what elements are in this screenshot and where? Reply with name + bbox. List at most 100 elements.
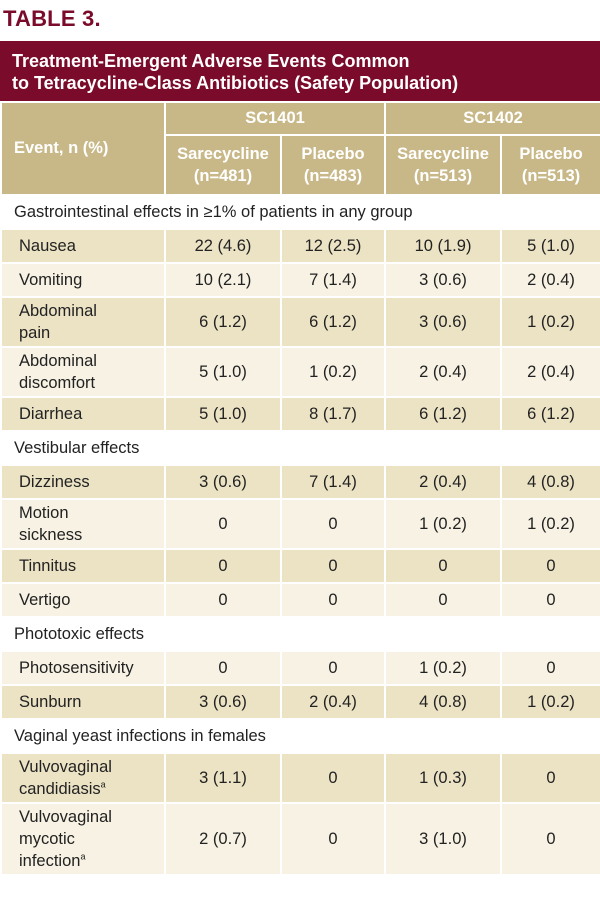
table-cell: 10 (2.1) <box>164 262 282 298</box>
table-cell: 3 (0.6) <box>164 684 282 720</box>
table-cell: 6 (1.2) <box>500 396 600 432</box>
table-cell: 2 (0.4) <box>500 262 600 298</box>
event-label: Abdominal pain <box>0 296 166 348</box>
column-header: Sarecycline (n=481) <box>164 134 282 196</box>
section-label: Phototoxic effects <box>0 616 600 652</box>
table-cell: 4 (0.8) <box>384 684 503 720</box>
table-cell: 3 (1.0) <box>384 802 503 876</box>
section-label: Vestibular effects <box>0 430 600 466</box>
table-title-line2: to Tetracycline-Class Antibiotics (Safet… <box>12 73 459 93</box>
table-cell: 0 <box>500 802 600 876</box>
table-cell: 3 (0.6) <box>384 296 503 348</box>
event-column-header: Event, n (%) <box>0 101 166 196</box>
event-label: Abdominal discomfort <box>0 346 166 398</box>
table-cell: 0 <box>164 498 282 550</box>
table-cell: 6 (1.2) <box>279 296 387 348</box>
table-row: Diarrhea 5 (1.0) 8 (1.7) 6 (1.2) 6 (1.2) <box>0 396 600 432</box>
table-cell: 0 <box>279 498 387 550</box>
footnote-marker: a <box>100 779 106 790</box>
section-row: Vaginal yeast infections in females <box>0 718 600 754</box>
table-cell: 7 (1.4) <box>279 464 387 500</box>
table-row: Dizziness 3 (0.6) 7 (1.4) 2 (0.4) 4 (0.8… <box>0 464 600 500</box>
table-cell: 8 (1.7) <box>279 396 387 432</box>
table-row: Nausea 22 (4.6) 12 (2.5) 10 (1.9) 5 (1.0… <box>0 228 600 264</box>
table-cell: 0 <box>279 650 387 686</box>
table-row: Vertigo 0 0 0 0 <box>0 582 600 618</box>
table-cell: 5 (1.0) <box>164 396 282 432</box>
section-label: Vaginal yeast infections in females <box>0 718 600 754</box>
table-title-line1: Treatment-Emergent Adverse Events Common <box>12 51 410 71</box>
event-label: Motion sickness <box>0 498 166 550</box>
table-cell: 2 (0.4) <box>384 346 503 398</box>
event-label: Photosensitivity <box>0 650 166 686</box>
table-cell: 2 (0.4) <box>279 684 387 720</box>
table-cell: 1 (0.2) <box>279 346 387 398</box>
section-row: Gastrointestinal effects in ≥1% of patie… <box>0 194 600 230</box>
event-label: Vulvovaginal mycotic infectiona <box>0 802 166 876</box>
study-header-sc1401: SC1401 <box>163 101 387 136</box>
event-label: Tinnitus <box>0 548 166 584</box>
table-cell: 5 (1.0) <box>164 346 282 398</box>
event-label: Diarrhea <box>0 396 166 432</box>
table-cell: 12 (2.5) <box>279 228 387 264</box>
table-cell: 3 (0.6) <box>384 262 503 298</box>
table-cell: 0 <box>500 548 600 584</box>
table-cell: 1 (0.2) <box>500 684 600 720</box>
section-row: Phototoxic effects <box>0 616 600 652</box>
table-cell: 0 <box>384 582 503 618</box>
table-cell: 0 <box>279 548 387 584</box>
table-cell: 1 (0.2) <box>384 650 503 686</box>
table-cell: 0 <box>500 650 600 686</box>
table-label: TABLE 3. <box>3 6 101 31</box>
table-row: Sunburn 3 (0.6) 2 (0.4) 4 (0.8) 1 (0.2) <box>0 684 600 720</box>
section-row: Vestibular effects <box>0 430 600 466</box>
table-cell: 0 <box>279 752 387 804</box>
table-cell: 6 (1.2) <box>164 296 282 348</box>
table-cell: 3 (0.6) <box>164 464 282 500</box>
table-cell: 0 <box>164 650 282 686</box>
table-cell: 6 (1.2) <box>384 396 503 432</box>
event-label: Vulvovaginal candidiasisa <box>0 752 166 804</box>
event-label: Vertigo <box>0 582 166 618</box>
table-cell: 2 (0.4) <box>500 346 600 398</box>
section-label: Gastrointestinal effects in ≥1% of patie… <box>0 194 600 230</box>
adverse-events-table: Event, n (%) SC1401 SC1402 Sarecycline (n… <box>0 101 600 876</box>
table-cell: 2 (0.7) <box>164 802 282 876</box>
table-row: Abdominal discomfort 5 (1.0) 1 (0.2) 2 (0… <box>0 346 600 398</box>
table-cell: 3 (1.1) <box>164 752 282 804</box>
table-cell: 0 <box>384 548 503 584</box>
table-title: Treatment-Emergent Adverse Events Common… <box>0 41 600 101</box>
event-label: Sunburn <box>0 684 166 720</box>
event-label: Dizziness <box>0 464 166 500</box>
column-header: Placebo (n=513) <box>500 134 600 196</box>
table-cell: 0 <box>279 582 387 618</box>
table-cell: 7 (1.4) <box>279 262 387 298</box>
column-header: Sarecycline (n=513) <box>384 134 503 196</box>
table-cell: 10 (1.9) <box>384 228 503 264</box>
column-header: Placebo (n=483) <box>279 134 387 196</box>
footnote-marker: a <box>80 851 86 862</box>
table-row: Photosensitivity 0 0 1 (0.2) 0 <box>0 650 600 686</box>
table-cell: 0 <box>500 582 600 618</box>
table-cell: 1 (0.2) <box>500 296 600 348</box>
table-cell: 1 (0.3) <box>384 752 503 804</box>
table-cell: 1 (0.2) <box>500 498 600 550</box>
table-row: Vomiting 10 (2.1) 7 (1.4) 3 (0.6) 2 (0.4… <box>0 262 600 298</box>
table-row: Vulvovaginal candidiasisa 3 (1.1) 0 1 (0.… <box>0 752 600 804</box>
table-row: Motion sickness 0 0 1 (0.2) 1 (0.2) <box>0 498 600 550</box>
table-cell: 22 (4.6) <box>164 228 282 264</box>
table-row: Tinnitus 0 0 0 0 <box>0 548 600 584</box>
study-header-sc1402: SC1402 <box>384 101 600 136</box>
event-label: Nausea <box>0 228 166 264</box>
table-row: Abdominal pain 6 (1.2) 6 (1.2) 3 (0.6) 1 … <box>0 296 600 348</box>
table-cell: 4 (0.8) <box>500 464 600 500</box>
event-label: Vomiting <box>0 262 166 298</box>
table-row: Vulvovaginal mycotic infectiona 2 (0.7) 0 … <box>0 802 600 876</box>
table-cell: 0 <box>164 582 282 618</box>
table-cell: 5 (1.0) <box>500 228 600 264</box>
table-cell: 0 <box>500 752 600 804</box>
table-cell: 2 (0.4) <box>384 464 503 500</box>
table-cell: 0 <box>279 802 387 876</box>
table-cell: 1 (0.2) <box>384 498 503 550</box>
table-cell: 0 <box>164 548 282 584</box>
